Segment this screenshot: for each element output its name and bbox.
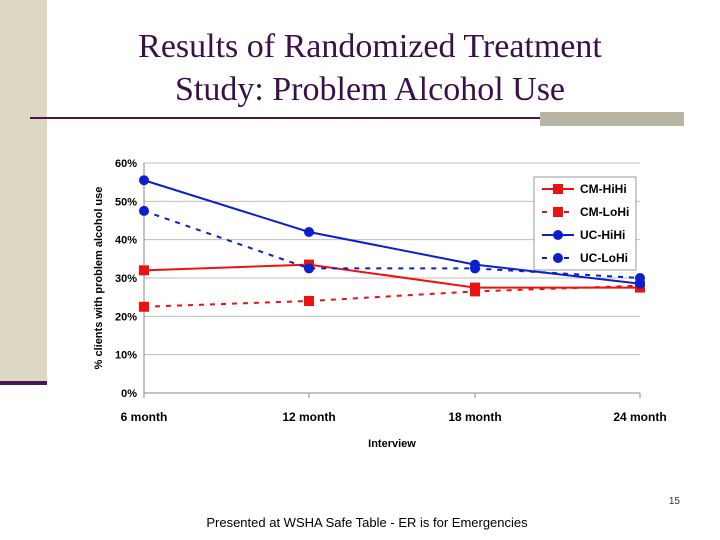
y-tick-label: 10%	[115, 350, 137, 362]
x-tick-label: 6 month	[121, 410, 168, 424]
series-line-cm-lohi	[143, 284, 641, 308]
title-line-1: Results of Randomized Treatment	[138, 28, 602, 65]
left-decor-line	[0, 381, 47, 385]
data-point	[139, 175, 149, 186]
data-point	[139, 265, 149, 276]
title-line-2: Study: Problem Alcohol Use	[174, 71, 566, 108]
data-point	[304, 227, 314, 237]
footer-text: Presented at WSHA Safe Table - ER is for…	[206, 515, 528, 530]
y-tick-label: 40%	[115, 235, 137, 247]
data-point	[635, 273, 645, 283]
series-line-cm-hihi	[143, 263, 640, 289]
data-point	[470, 286, 480, 297]
series-line-uc-hihi	[143, 179, 641, 285]
x-tick-label: 24 month	[613, 410, 666, 424]
x-axis-title: Interview	[368, 438, 416, 450]
y-tick-label: 20%	[115, 311, 137, 323]
legend-label: UC-LoHi	[580, 251, 628, 265]
y-tick-label: 0%	[121, 388, 137, 400]
legend-box	[533, 176, 637, 271]
x-tick-label: 18 month	[448, 410, 501, 424]
data-point	[139, 205, 149, 216]
series-line-uc-lohi	[143, 209, 641, 279]
slide-number: 15	[668, 496, 680, 507]
y-tick-label: 30%	[115, 273, 137, 285]
left-decor-band	[0, 0, 47, 384]
title-underline	[30, 117, 540, 119]
title-accent-block	[540, 112, 684, 126]
y-tick-label: 60%	[115, 158, 137, 170]
legend-label: CM-HiHi	[580, 182, 627, 196]
slide-title: Results of Randomized Treatment Study: P…	[60, 25, 680, 111]
x-tick-label: 12 month	[282, 410, 335, 424]
data-point	[304, 296, 314, 306]
data-point	[470, 263, 480, 274]
legend-label: CM-LoHi	[580, 205, 629, 219]
y-tick-label: 50%	[115, 196, 137, 208]
data-point	[139, 301, 149, 312]
legend-marker	[553, 184, 563, 194]
data-point	[304, 263, 314, 274]
legend-marker	[553, 253, 563, 263]
legend-label: UC-HiHi	[580, 228, 625, 242]
legend-marker	[553, 207, 563, 217]
y-axis-title: % clients with problem alcohol use	[93, 187, 105, 370]
legend-marker	[553, 230, 563, 240]
